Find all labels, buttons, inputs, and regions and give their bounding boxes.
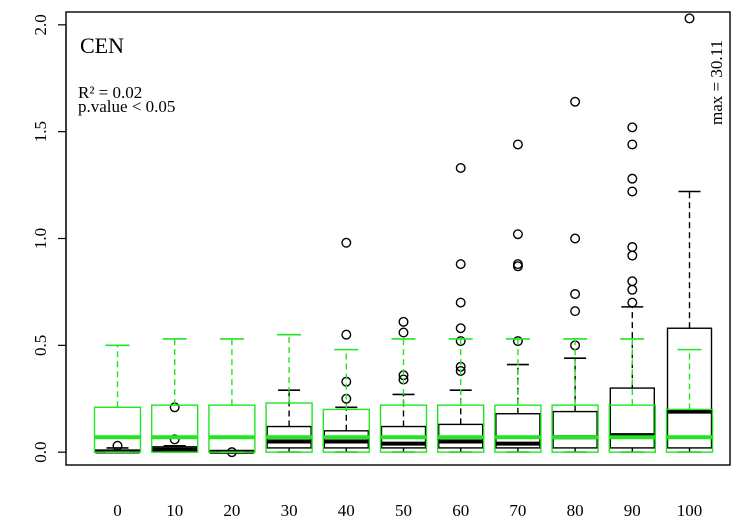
x-tick-label: 90 [624, 501, 641, 520]
green-box [665, 348, 714, 453]
outlier-point [627, 139, 638, 150]
outlier-point [398, 316, 409, 327]
green-box [551, 338, 599, 453]
outlier-point [455, 365, 466, 376]
black-box [151, 444, 198, 453]
chart-title: CEN [80, 33, 124, 58]
outlier-point [512, 336, 523, 347]
x-tick-label: 70 [509, 501, 526, 520]
x-tick-label: 60 [452, 501, 469, 520]
black-box-box [609, 387, 655, 449]
x-tick-label: 20 [223, 501, 240, 520]
green-box-box [322, 408, 370, 453]
green-box-box [608, 404, 656, 453]
green-box-box [93, 406, 142, 453]
green-box [379, 338, 428, 453]
outlier-point [455, 323, 466, 334]
green-box-box [150, 404, 199, 453]
green-box-box [551, 404, 599, 453]
green-box [437, 338, 485, 453]
y-tick-label: 1.0 [31, 228, 50, 249]
outlier-point [512, 229, 523, 240]
black-box-box [495, 413, 541, 449]
black-box [323, 406, 369, 453]
y-tick-label: 2.0 [31, 14, 50, 35]
green-box [208, 338, 256, 453]
plot-frame [65, 11, 731, 466]
outlier-point [570, 96, 581, 107]
outlier-point [627, 173, 638, 184]
x-tick-label: 80 [567, 501, 584, 520]
green-box-box [208, 404, 256, 453]
black-box-box [552, 410, 598, 449]
green-box-box [437, 404, 485, 453]
max-annotation: max = 30.11 [707, 40, 726, 125]
outlier-point [512, 259, 523, 270]
r-squared-annotation: R² = 0.02 [78, 83, 142, 102]
outlier-point [627, 276, 638, 287]
outlier-point [512, 139, 523, 150]
y-tick-label: 1.5 [31, 121, 50, 142]
boxes-layer [93, 13, 714, 458]
outlier-point [455, 297, 466, 308]
p-value-annotation: p.value < 0.05 [78, 97, 175, 116]
x-tick-label: 10 [166, 501, 183, 520]
outlier-point [112, 440, 123, 451]
outlier-point [341, 237, 352, 248]
x-tick-label: 0 [113, 501, 122, 520]
green-box [265, 333, 313, 453]
x-tick-label: 40 [338, 501, 355, 520]
x-tick-label: 30 [281, 501, 298, 520]
outlier-point [627, 284, 638, 295]
black-box-box [666, 327, 713, 449]
green-box-box [494, 404, 542, 453]
green-box [322, 348, 370, 453]
green-box [93, 344, 142, 453]
y-axis: 0.0 0.5 1.0 1.5 2.0 [31, 14, 67, 463]
x-tick-label: 100 [677, 501, 703, 520]
outlier-point [627, 122, 638, 133]
outlier-point [455, 259, 466, 270]
outlier-point [455, 336, 466, 347]
outlier-point [570, 233, 581, 244]
green-box-box [665, 408, 714, 453]
outlier-point [627, 297, 638, 308]
outlier-point [627, 250, 638, 261]
outlier-point [398, 327, 409, 338]
green-box-box [379, 404, 428, 453]
x-axis: 0 10 20 30 40 50 60 70 80 90 100 [113, 501, 702, 520]
y-tick-label: 0.0 [31, 442, 50, 463]
green-box-box [265, 402, 313, 453]
outlier-point [570, 306, 581, 317]
outlier-point [570, 289, 581, 300]
outlier-point [455, 162, 466, 173]
green-box [608, 338, 656, 453]
black-box-box [323, 430, 369, 449]
outlier-point [341, 329, 352, 340]
outlier-point [169, 434, 180, 445]
outlier-point [627, 186, 638, 197]
green-box [150, 338, 199, 453]
outlier-point [684, 13, 695, 24]
black-box [666, 190, 713, 453]
y-tick-label: 0.5 [31, 335, 50, 356]
green-box [494, 338, 542, 453]
x-tick-label: 50 [395, 501, 412, 520]
outlier-point [627, 242, 638, 253]
